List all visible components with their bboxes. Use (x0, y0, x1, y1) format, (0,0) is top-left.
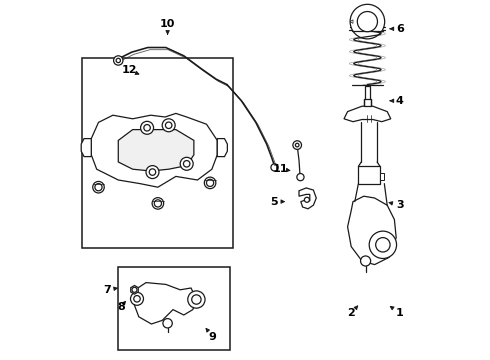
Polygon shape (133, 283, 196, 324)
Circle shape (357, 12, 377, 32)
Text: 3: 3 (396, 200, 404, 210)
Polygon shape (217, 139, 227, 157)
Text: 4: 4 (396, 96, 404, 106)
Circle shape (114, 56, 123, 65)
Circle shape (376, 238, 390, 252)
Polygon shape (118, 130, 194, 171)
Circle shape (163, 319, 172, 328)
Bar (118, 267, 230, 350)
Text: 2: 2 (347, 308, 355, 318)
Circle shape (95, 184, 102, 191)
Circle shape (369, 231, 396, 258)
Bar (380, 173, 384, 180)
Circle shape (295, 143, 299, 147)
Circle shape (293, 141, 301, 149)
Text: 8: 8 (117, 302, 124, 312)
Circle shape (166, 122, 172, 129)
Bar (82, 58, 233, 248)
Text: 5: 5 (270, 197, 278, 207)
Polygon shape (350, 20, 353, 23)
Polygon shape (131, 285, 138, 294)
Circle shape (134, 296, 140, 302)
Circle shape (116, 58, 121, 63)
Polygon shape (344, 106, 391, 122)
Circle shape (130, 292, 144, 305)
Circle shape (361, 256, 370, 266)
Polygon shape (299, 188, 316, 209)
Circle shape (144, 125, 150, 131)
Circle shape (183, 161, 190, 167)
Bar (364, 99, 371, 106)
Polygon shape (347, 196, 396, 265)
Text: 10: 10 (160, 19, 175, 30)
Polygon shape (91, 113, 217, 187)
Circle shape (192, 295, 201, 304)
Polygon shape (81, 139, 91, 157)
Text: 7: 7 (103, 285, 111, 295)
Circle shape (204, 177, 216, 189)
Circle shape (146, 166, 159, 179)
Bar (365, 86, 370, 106)
Circle shape (206, 179, 214, 186)
Circle shape (350, 4, 385, 39)
Text: 9: 9 (209, 332, 217, 342)
Circle shape (149, 169, 156, 175)
Circle shape (180, 157, 193, 170)
Text: 6: 6 (396, 24, 404, 34)
Circle shape (188, 291, 205, 308)
Circle shape (152, 198, 164, 209)
Text: 11: 11 (272, 164, 288, 174)
Text: 1: 1 (396, 308, 404, 318)
Circle shape (304, 197, 310, 202)
Bar (358, 166, 380, 184)
Circle shape (154, 200, 162, 207)
Circle shape (132, 287, 137, 292)
Circle shape (297, 174, 304, 181)
Text: 12: 12 (122, 65, 137, 75)
Circle shape (162, 119, 175, 132)
Circle shape (271, 164, 278, 171)
Circle shape (141, 121, 153, 134)
Circle shape (93, 181, 104, 193)
